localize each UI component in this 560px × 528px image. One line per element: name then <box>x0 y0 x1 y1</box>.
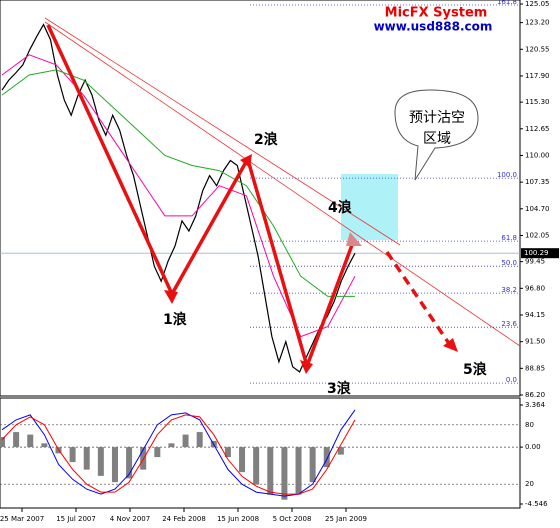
histogram-bar <box>196 432 203 448</box>
last-price-label: 100.29 <box>524 249 549 257</box>
histogram-bar <box>182 434 189 448</box>
histogram-bar <box>295 447 302 495</box>
indicator-line <box>1 414 356 495</box>
y-tick-label: 86.20 <box>525 391 545 399</box>
histogram-bar <box>168 443 175 448</box>
speech-bubble <box>394 89 479 181</box>
y-tick-label: 99.45 <box>525 258 545 266</box>
y-tick-label: 117.90 <box>525 72 550 80</box>
y-tick-label: 102.05 <box>525 231 550 239</box>
histogram-bar <box>27 434 34 448</box>
y-tick-label: 94.15 <box>525 311 545 319</box>
wave-arrow <box>385 251 452 346</box>
wave-arrows <box>46 24 452 367</box>
y2-tick-label: 20 <box>525 480 534 488</box>
y-tick-label: 125.05 <box>525 0 550 8</box>
histogram-bar <box>253 447 260 485</box>
x-tick-label: 5 Oct 2008 <box>273 515 312 523</box>
histogram-bar <box>111 447 118 483</box>
wave-arrow <box>46 24 174 295</box>
chart-subtitle: www.usd888.com <box>374 20 493 34</box>
indicator-panel <box>0 397 521 509</box>
annotation: 预计沽空 <box>409 110 465 126</box>
x-tick-label: 15 Jun 2008 <box>217 515 259 523</box>
x-tick-label: 25 Mar 2007 <box>0 515 44 523</box>
histogram-bar <box>224 447 231 458</box>
trend-line <box>44 21 521 347</box>
histogram-bar <box>83 447 90 470</box>
y-tick-label: 91.50 <box>525 338 545 346</box>
annotation: 区域 <box>423 131 451 147</box>
chart-title: MicFX System <box>385 6 488 21</box>
last-price-box <box>521 248 559 259</box>
price-line <box>1 69 355 297</box>
y-tick-label: 0.00 <box>525 443 541 451</box>
y-tick-label: 107.35 <box>525 178 550 186</box>
x-tick-label: 24 Feb 2008 <box>162 515 206 523</box>
fib-label: 38.2 <box>501 286 517 294</box>
x-tick-label: 15 Jul 2007 <box>56 515 96 523</box>
y-tick-label: 115.30 <box>525 98 550 106</box>
y-tick-label: 123.20 <box>525 19 550 27</box>
short-zone <box>341 174 398 240</box>
histogram-bar <box>281 447 288 500</box>
histogram-bar <box>239 447 246 473</box>
y-tick-label: 112.65 <box>525 125 550 133</box>
arrow-head <box>346 232 362 246</box>
annotation: 3浪 <box>327 380 351 397</box>
histogram-bar <box>0 437 5 448</box>
trend-line <box>44 17 401 246</box>
histogram-bar <box>13 432 20 448</box>
histogram-bar <box>69 447 76 463</box>
annotation: 1浪 <box>163 311 187 328</box>
y2-tick-label: 80 <box>525 421 534 429</box>
arrow-head <box>300 360 313 374</box>
y-tick-label: -4.546 <box>525 500 548 508</box>
fib-label: 23.6 <box>501 320 517 328</box>
histogram-bar <box>309 447 316 483</box>
fib-label: 50.0 <box>501 259 517 267</box>
histogram-bar <box>41 443 48 448</box>
x-tick-label: 25 Jan 2009 <box>325 515 367 523</box>
arrow-head <box>164 290 178 304</box>
fib-label: 100.0 <box>497 171 517 179</box>
fib-label: 161.8 <box>497 0 517 6</box>
wave-arrow <box>305 244 354 367</box>
histogram-bar <box>126 447 133 479</box>
y-tick-label: 120.55 <box>525 45 550 53</box>
arrow-head <box>240 154 252 168</box>
fib-label: 0.0 <box>506 376 517 384</box>
y-tick-label: 3.364 <box>525 401 546 409</box>
histogram-bar <box>267 447 274 495</box>
x-tick-label: 4 Nov 2007 <box>110 515 150 523</box>
histogram-bar <box>337 447 344 455</box>
y-tick-label: 104.70 <box>525 205 550 213</box>
histogram-bar <box>140 447 147 470</box>
y-tick-label: 88.85 <box>525 364 545 372</box>
annotation: 4浪 <box>328 199 352 216</box>
fib-label: 61.8 <box>501 234 517 242</box>
histogram-bar <box>323 447 330 468</box>
price-line <box>1 23 356 373</box>
annotation: 5浪 <box>463 361 487 378</box>
wave-arrow <box>170 161 248 295</box>
histogram-bar <box>97 447 104 476</box>
annotation: 2浪 <box>254 131 278 148</box>
y-tick-label: 96.80 <box>525 284 545 292</box>
wave-arrow <box>246 159 309 367</box>
y-tick-label: 110.00 <box>525 151 550 159</box>
histogram-bar <box>154 447 161 458</box>
arrow-head <box>443 338 458 352</box>
